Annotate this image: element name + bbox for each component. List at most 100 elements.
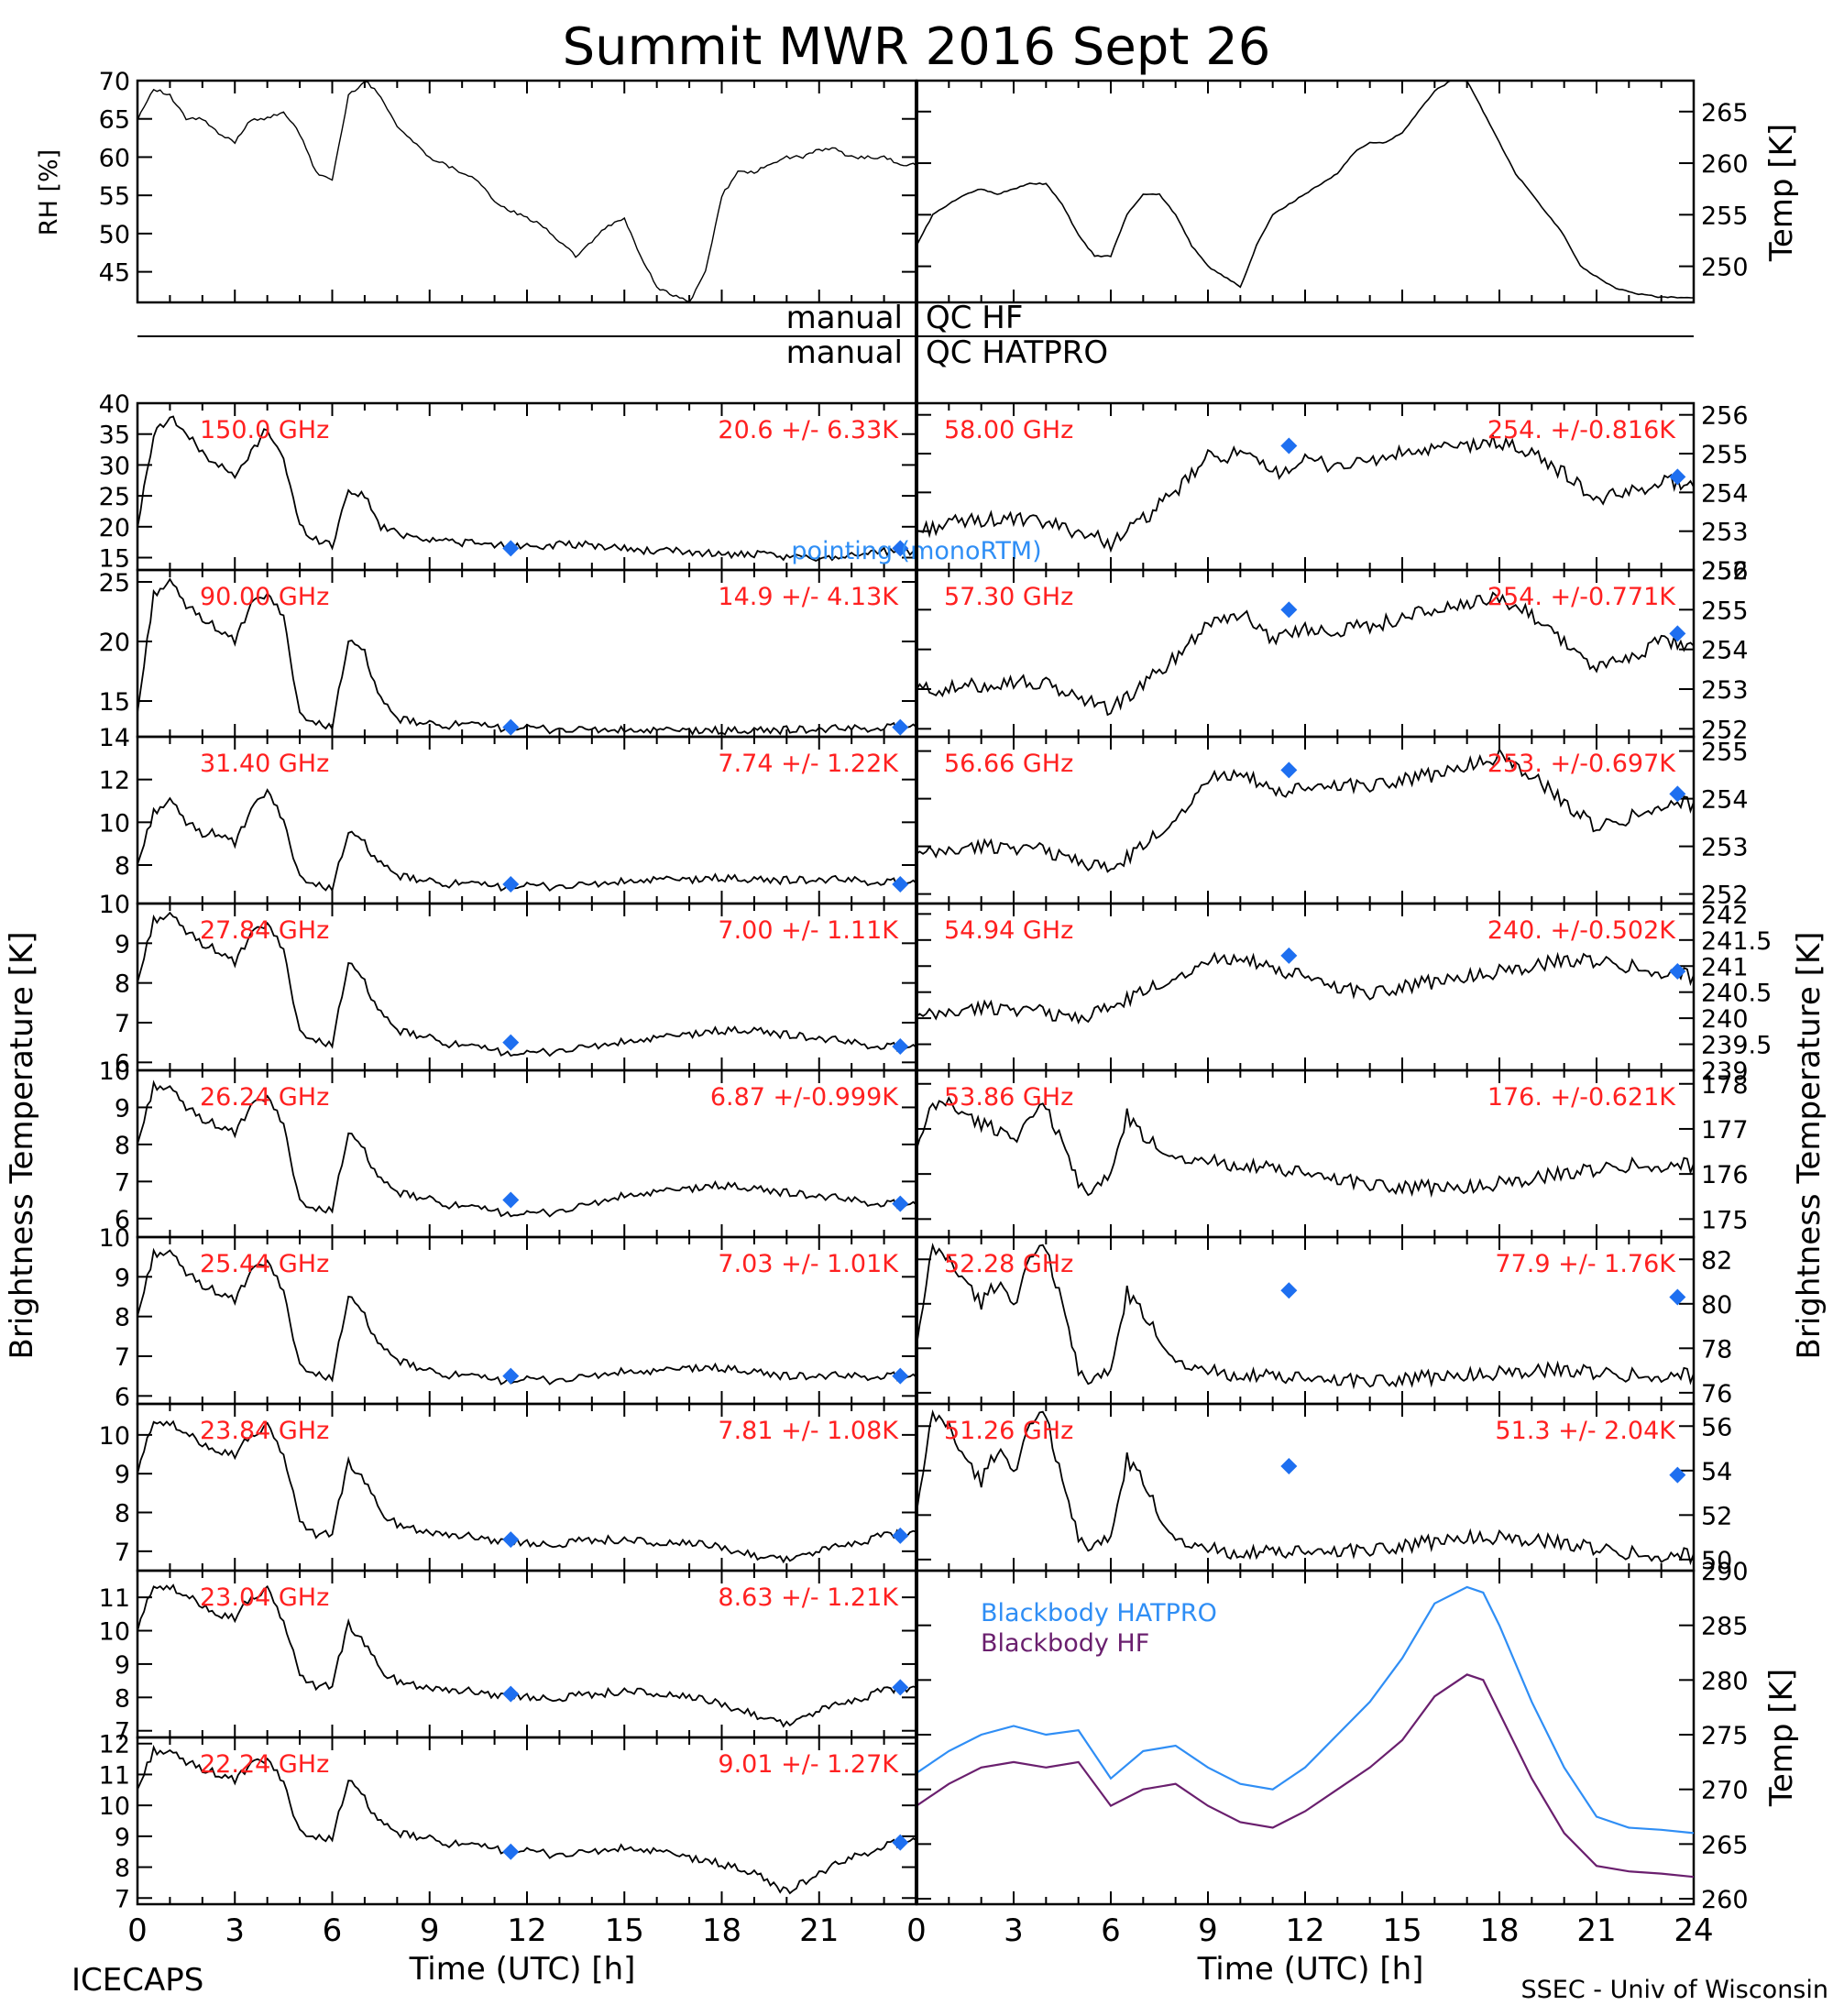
reference-diamond (892, 1367, 909, 1385)
x-tick-label: 6 (323, 1912, 343, 1949)
y-tick-label: 252 (1701, 557, 1749, 586)
qc-label-left-bottom: manual (786, 334, 903, 371)
y-tick-label: 10 (99, 891, 130, 919)
y-tick-label: 290 (1701, 1558, 1749, 1586)
y-tick-label: 7 (115, 1343, 130, 1372)
frequency-label: 58.00 GHz (944, 416, 1073, 444)
y-tick-label: 6 (115, 1206, 130, 1234)
series-line (137, 415, 916, 562)
y-tick-label: 25 (99, 569, 130, 597)
stats-label: 254. +/-0.816K (1487, 416, 1676, 444)
x-tick-label: 21 (799, 1912, 839, 1949)
y-tick-label: 8 (115, 1132, 130, 1160)
y-tick-label: 7 (115, 1718, 130, 1747)
y-tick-label: 176 (1701, 1161, 1749, 1189)
y-tick-label: 242 (1701, 901, 1749, 929)
reference-diamond (1280, 761, 1298, 779)
x-tick-label: 12 (1285, 1912, 1324, 1949)
y-tick-label: 175 (1701, 1206, 1749, 1234)
legend-entry-hatpro: Blackbody HATPRO (981, 1599, 1217, 1627)
frequency-label: 56.66 GHz (944, 750, 1073, 778)
series-line (137, 788, 916, 893)
y-tick-label: 256 (1701, 402, 1749, 431)
stats-label: 7.03 +/- 1.01K (718, 1250, 899, 1278)
y-tick-label: 9 (115, 1094, 130, 1123)
chart-title: Summit MWR 2016 Sept 26 (563, 17, 1271, 77)
y-tick-label: 10 (99, 1224, 130, 1253)
panel-t26: 6 7 8 9 10 26.24 GHz 6.87 +/-0.999K (99, 1057, 918, 1239)
y-tick-label: 30 (99, 452, 130, 480)
y-tick-label: 14 (99, 724, 130, 752)
reference-diamond (1280, 1282, 1298, 1299)
stats-label: 8.63 +/- 1.21K (718, 1583, 899, 1612)
x-tick-label: 3 (225, 1912, 245, 1949)
reference-diamond (502, 1191, 520, 1209)
stats-label: 7.81 +/- 1.08K (718, 1417, 899, 1445)
x-tick-label: 9 (420, 1912, 440, 1949)
y-tick-label: 253 (1701, 676, 1749, 705)
y-tick-label: 256 (1701, 557, 1749, 586)
reference-diamond (892, 540, 909, 557)
frequency-label: 22.24 GHz (200, 1750, 329, 1779)
x-tick-label: 18 (1479, 1912, 1519, 1949)
y-tick-label: 270 (1701, 1777, 1749, 1805)
y-tick-label: 254 (1701, 479, 1749, 508)
reference-diamond (1669, 785, 1686, 803)
y-tick-label: 9 (115, 1264, 130, 1292)
x-tick-label: 6 (1101, 1912, 1121, 1949)
panel-t25: 6 7 8 9 10 25.44 GHz 7.03 +/- 1.01K (99, 1224, 918, 1411)
qc-label-left-top: manual (786, 300, 903, 336)
reference-diamond (1280, 437, 1298, 455)
reference-diamond (502, 876, 520, 893)
stats-label: 7.74 +/- 1.22K (718, 750, 899, 778)
y-tick-label: 55 (99, 182, 130, 211)
frequency-label: 25.44 GHz (200, 1250, 329, 1278)
series-line (916, 81, 1694, 299)
y-tick-label: 240.5 (1701, 980, 1772, 1008)
x-tick-label: 0 (127, 1912, 148, 1949)
y-tick-label: 8 (115, 1684, 130, 1713)
series-line (916, 591, 1694, 717)
x-tick-label: 15 (605, 1912, 644, 1949)
y-tick-label: 10 (99, 1422, 130, 1451)
qc-label-right-bottom: QC HATPRO (926, 334, 1108, 371)
reference-diamond (1669, 1466, 1686, 1484)
y-axis-label-right: Brightness Temperature [K] (1791, 932, 1828, 1360)
x-tick-label: 12 (507, 1912, 546, 1949)
y-tick-label: 253 (1701, 834, 1749, 862)
series-line (137, 577, 916, 736)
x-tick-label: 24 (1674, 1912, 1713, 1949)
panel-t52_28: 76 78 80 82 52.28 GHz 77.9 +/- 1.76K (915, 1235, 1732, 1408)
y-tick-label: 8 (115, 1500, 130, 1528)
reference-diamond (1280, 1457, 1298, 1474)
panel-t23_0: 7 8 9 10 11 23.04 GHz 8.63 +/- 1.21K (99, 1569, 918, 1747)
stats-label: 253. +/-0.697K (1487, 750, 1676, 778)
panel-t58: 252 253 254 255 256 58.00 GHz 254. +/-0.816K (915, 402, 1749, 586)
y-tick-label: 250 (1701, 254, 1749, 282)
stats-label: 6.87 +/-0.999K (710, 1083, 899, 1112)
x-axis-label-right: Time (UTC) [h] (1197, 1951, 1424, 1988)
x-tick-label: 9 (1198, 1912, 1218, 1949)
stats-label: 240. +/-0.502K (1487, 916, 1676, 945)
y-tick-label: 80 (1701, 1291, 1732, 1320)
y-tick-label: 60 (99, 144, 130, 172)
y-tick-label: 252 (1701, 716, 1749, 744)
series-line (137, 1744, 916, 1895)
frequency-label: 57.30 GHz (944, 583, 1073, 611)
frequency-label: 27.84 GHz (200, 916, 329, 945)
reference-diamond (892, 1038, 909, 1055)
series-line (916, 1673, 1694, 1879)
y-tick-label: 65 (99, 106, 130, 135)
reference-diamond (502, 718, 520, 736)
qc-label-right-top: QC HF (926, 300, 1023, 336)
y-tick-label: 10 (99, 1057, 130, 1086)
reference-diamond (892, 1527, 909, 1544)
y-tick-label: 239 (1701, 1057, 1749, 1086)
reference-diamond (892, 1679, 909, 1696)
series-line (137, 1419, 916, 1564)
y-tick-label: 15 (99, 688, 130, 717)
y-tick-label: 9 (115, 1824, 130, 1852)
y-tick-label: 241 (1701, 953, 1749, 981)
reference-diamond (502, 1367, 520, 1385)
